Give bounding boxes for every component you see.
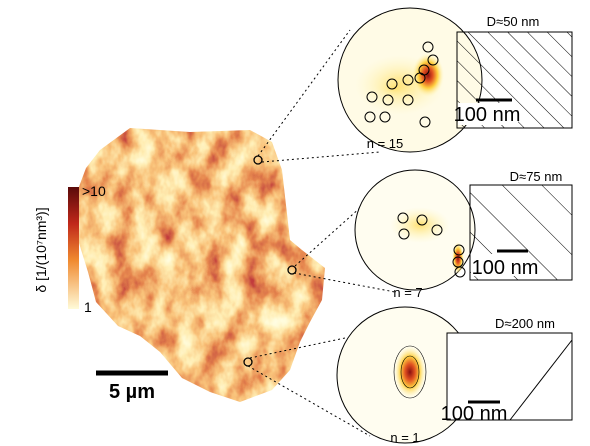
density-map [70,120,330,410]
inset-scale-label: 100 nm [454,104,521,126]
inset-diameter: D≈50 nm [487,14,540,29]
inset: 100 nm D≈75 nm n = 7 [355,169,572,300]
scale-bar-label: 5 µm [109,381,155,403]
inset-scale-label: 100 nm [441,403,508,425]
colorbar-max: >10 [82,183,106,199]
inset-diameter: D≈75 nm [510,169,563,184]
inset: 100 nm D≈200 nm n = 1 [337,307,572,445]
colorbar-min: 1 [84,299,92,315]
inset-count: n = 15 [367,136,404,151]
inset-count: n = 1 [390,430,419,445]
inset-scale-label: 100 nm [472,257,539,279]
inset-diameter: D≈200 nm [495,316,555,331]
figure: >10 1 δ [1/(10⁷nm³)] 5 µm 100 nm D≈50 nm… [0,0,590,446]
colorbar-label: δ [1/(10⁷nm³)] [33,207,49,292]
inset-count: n = 7 [393,285,422,300]
inset: 100 nm D≈50 nm n = 15 [338,8,572,152]
colorbar [68,187,79,309]
